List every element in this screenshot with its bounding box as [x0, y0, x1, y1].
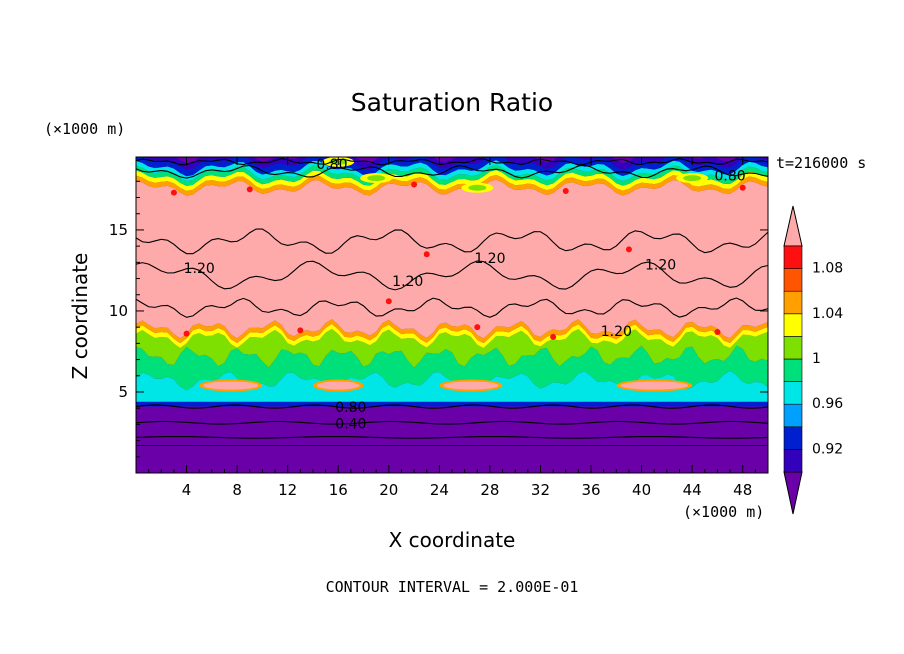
red-speck-4 [739, 184, 746, 191]
colorbar-segment-0 [783, 449, 803, 473]
colorbar-segment-8 [783, 268, 803, 292]
contour-0.40-upper [136, 158, 768, 166]
contour-0.40-lower [136, 420, 768, 425]
y-axis-label: Z coordinate [68, 252, 92, 380]
x-tick-label-2: 12 [278, 481, 297, 499]
contour-label-2: 1.20 [184, 261, 215, 277]
field-band-upper-cyan [136, 160, 768, 182]
x-tick-label-9: 40 [632, 481, 651, 499]
red-speck-11 [423, 251, 430, 258]
field-band-pink [136, 179, 768, 339]
lens-inner-2 [443, 381, 499, 390]
field-band-orange [136, 319, 768, 344]
colorbar-label-0: 0.92 [812, 441, 843, 457]
x-tick-label-10: 44 [683, 481, 702, 499]
colorbar-segment-2 [783, 403, 803, 428]
red-speck-1 [246, 186, 253, 193]
x-tick-label-3: 16 [329, 481, 348, 499]
red-speck-2 [411, 181, 418, 188]
colorbar-segment-6 [783, 313, 803, 337]
contour-1.20-c [136, 297, 768, 318]
colorbar-over-triangle [783, 205, 803, 247]
contour-0.80-lower [136, 404, 768, 409]
field-band-lime [136, 328, 768, 368]
colorbar-under-triangle [783, 471, 803, 515]
x-tick-label-1: 8 [232, 481, 242, 499]
field-band-upper-orange [136, 174, 768, 196]
field-band-upper-green [136, 165, 768, 186]
field-band-yellow [136, 323, 768, 349]
contour-interval-note: CONTOUR INTERVAL = 2.000E-01 [325, 578, 579, 596]
lens-inner-3 [620, 381, 689, 390]
x-tick-label-5: 24 [430, 481, 449, 499]
red-speck-8 [474, 324, 481, 331]
lens-inner-0 [203, 381, 259, 390]
time-label: t=216000 s [776, 154, 867, 172]
contour-label-3: 1.20 [392, 274, 423, 290]
y-tick-label-2: 15 [109, 221, 128, 239]
x-tick-label-0: 4 [182, 481, 192, 499]
red-speck-6 [297, 327, 304, 334]
colorbar-segment-5 [783, 336, 803, 360]
x-tick-label-11: 48 [733, 481, 752, 499]
y-tick-label-1: 10 [109, 302, 128, 320]
lens-inner-1 [316, 381, 360, 390]
field-band-upper-yellow [136, 170, 768, 191]
contour-label-4: 1.20 [474, 251, 505, 267]
field-band-blue [136, 401, 768, 407]
field-band-upper-indigo [143, 157, 768, 170]
y-tick-label-0: 5 [118, 383, 128, 401]
contour-low-a [136, 435, 768, 439]
red-speck-9 [550, 333, 557, 340]
colorbar-segment-1 [783, 426, 803, 450]
upper-patch-core-0 [367, 175, 386, 182]
colorbar-label-3: 1.04 [812, 306, 843, 322]
x-tick-label-8: 36 [581, 481, 600, 499]
contour-label-7: 0.80 [335, 400, 366, 416]
chart-title: Saturation Ratio [350, 88, 554, 117]
contour-1.20-a [136, 260, 768, 291]
red-speck-5 [183, 330, 190, 337]
x-axis-label: X coordinate [388, 528, 516, 552]
x-tick-label-6: 28 [480, 481, 499, 499]
contour-label-0: 0.80 [316, 157, 347, 173]
upper-patch-core-1 [468, 184, 487, 191]
field-band-green [136, 345, 768, 391]
colorbar-label-1: 0.96 [812, 396, 843, 412]
colorbar-segment-9 [783, 245, 803, 269]
contour-label-5: 1.20 [645, 258, 676, 274]
colorbar-label-2: 1 [812, 351, 821, 367]
red-speck-12 [625, 246, 632, 253]
x-tick-label-7: 32 [531, 481, 550, 499]
red-speck-10 [714, 329, 721, 336]
colorbar-segment-4 [783, 358, 803, 382]
x-axis-unit: (×1000 m) [683, 503, 765, 521]
colorbar-segment-7 [783, 290, 803, 315]
field-band-upper-blue [136, 157, 768, 177]
contour-label-1: 0.80 [714, 168, 745, 184]
upper-patch-core-3 [683, 175, 702, 182]
x-tick-label-4: 20 [379, 481, 398, 499]
red-speck-0 [170, 189, 177, 196]
contour-label-8: 0.40 [335, 416, 366, 432]
contour-0.80-upper [136, 164, 768, 179]
colorbar-label-4: 1.08 [812, 261, 843, 277]
red-speck-7 [385, 298, 392, 305]
y-axis-unit: (×1000 m) [44, 120, 126, 138]
red-speck-3 [562, 188, 569, 195]
contour-1.20-b [136, 228, 768, 255]
contour-label-6: 1.20 [601, 324, 632, 340]
colorbar-segment-3 [783, 381, 803, 405]
